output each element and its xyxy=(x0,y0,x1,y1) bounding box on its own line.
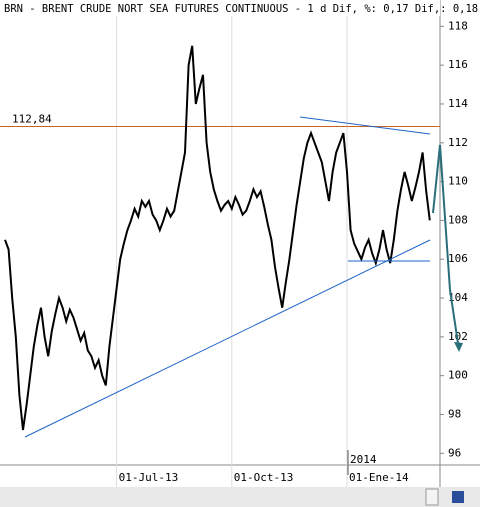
support-trendline xyxy=(24,239,431,438)
y-tick-label: 106 xyxy=(448,252,468,265)
x-tick-label: 01-Oct-13 xyxy=(234,471,294,484)
level-label: 112,84 xyxy=(12,112,52,125)
year-label: 2014 xyxy=(350,453,377,466)
price-line xyxy=(4,45,431,431)
scroll-button[interactable] xyxy=(425,488,439,506)
chart-title: BRN - BRENT CRUDE NORT SEA FUTURES CONTI… xyxy=(4,3,478,15)
y-tick-label: 98 xyxy=(448,407,461,420)
resistance-trendline xyxy=(299,116,431,135)
x-tick-label: 01-Jul-13 xyxy=(119,471,179,484)
y-tick-label: 104 xyxy=(448,291,468,304)
y-tick-label: 100 xyxy=(448,369,468,382)
projection-arrow xyxy=(432,144,460,351)
y-tick-label: 112 xyxy=(448,136,468,149)
scrollbar[interactable] xyxy=(0,487,480,507)
y-tick-label: 116 xyxy=(448,58,468,71)
save-button[interactable] xyxy=(452,491,464,503)
y-tick-label: 114 xyxy=(448,97,468,110)
y-tick-label: 108 xyxy=(448,213,468,226)
y-tick-label: 118 xyxy=(448,19,468,32)
y-tick-label: 110 xyxy=(448,175,468,188)
x-tick-label: 01-Ene-14 xyxy=(349,471,409,484)
arrow-head xyxy=(454,342,463,352)
title-bg xyxy=(0,0,440,16)
y-tick-label: 96 xyxy=(448,446,461,459)
